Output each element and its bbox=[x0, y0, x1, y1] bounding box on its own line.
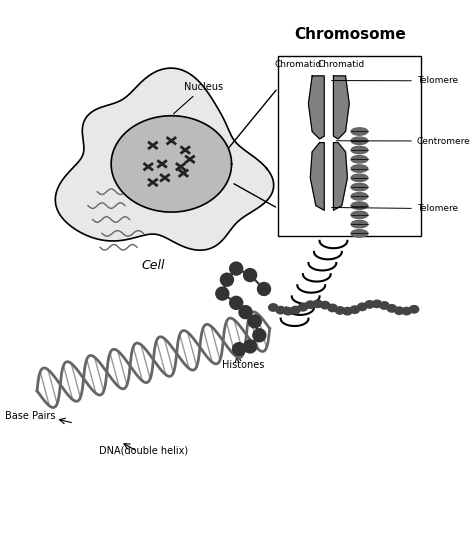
Ellipse shape bbox=[351, 183, 368, 191]
Ellipse shape bbox=[321, 301, 330, 309]
Ellipse shape bbox=[351, 146, 368, 153]
Ellipse shape bbox=[328, 304, 337, 312]
Text: Telomere: Telomere bbox=[332, 76, 458, 86]
Polygon shape bbox=[55, 68, 274, 250]
Bar bbox=[278, 56, 421, 236]
Ellipse shape bbox=[335, 307, 345, 314]
Ellipse shape bbox=[298, 304, 307, 311]
Ellipse shape bbox=[351, 193, 368, 200]
Text: Chromosome: Chromosome bbox=[294, 27, 405, 42]
Ellipse shape bbox=[351, 137, 368, 145]
Polygon shape bbox=[333, 76, 349, 139]
Ellipse shape bbox=[410, 306, 419, 313]
Circle shape bbox=[257, 283, 271, 295]
Ellipse shape bbox=[313, 300, 323, 307]
Text: Histones: Histones bbox=[222, 360, 265, 370]
Ellipse shape bbox=[372, 300, 382, 307]
Circle shape bbox=[244, 340, 256, 353]
Ellipse shape bbox=[351, 174, 368, 182]
Text: Nucleus: Nucleus bbox=[174, 82, 223, 114]
Ellipse shape bbox=[350, 306, 359, 314]
Ellipse shape bbox=[402, 307, 412, 315]
Ellipse shape bbox=[351, 156, 368, 163]
Polygon shape bbox=[310, 142, 324, 210]
Circle shape bbox=[239, 306, 252, 319]
Ellipse shape bbox=[358, 303, 367, 311]
Ellipse shape bbox=[387, 305, 396, 312]
Text: Chromatid: Chromatid bbox=[317, 60, 365, 68]
Circle shape bbox=[230, 262, 243, 275]
Ellipse shape bbox=[291, 306, 300, 314]
Polygon shape bbox=[308, 76, 324, 139]
Circle shape bbox=[253, 329, 266, 342]
Ellipse shape bbox=[351, 202, 368, 209]
Ellipse shape bbox=[351, 128, 368, 135]
Circle shape bbox=[248, 315, 261, 328]
Text: Chromatid: Chromatid bbox=[275, 60, 322, 68]
Text: Base Pairs: Base Pairs bbox=[5, 411, 55, 421]
Text: Centromere: Centromere bbox=[336, 136, 471, 146]
Circle shape bbox=[233, 343, 245, 355]
Ellipse shape bbox=[351, 230, 368, 237]
Ellipse shape bbox=[276, 306, 285, 314]
Ellipse shape bbox=[394, 307, 404, 315]
Ellipse shape bbox=[306, 301, 315, 309]
Ellipse shape bbox=[351, 165, 368, 172]
Ellipse shape bbox=[380, 302, 389, 309]
Polygon shape bbox=[111, 116, 232, 212]
Ellipse shape bbox=[269, 304, 278, 311]
Ellipse shape bbox=[351, 211, 368, 219]
Text: DNA(double helix): DNA(double helix) bbox=[99, 446, 188, 456]
Ellipse shape bbox=[351, 220, 368, 228]
Circle shape bbox=[220, 273, 234, 286]
Ellipse shape bbox=[283, 307, 293, 315]
Circle shape bbox=[216, 287, 229, 300]
Ellipse shape bbox=[343, 307, 352, 315]
Circle shape bbox=[230, 296, 243, 309]
Text: Cell: Cell bbox=[141, 258, 165, 272]
Circle shape bbox=[244, 269, 256, 282]
Polygon shape bbox=[333, 142, 347, 210]
Ellipse shape bbox=[365, 301, 374, 308]
Text: Telomere: Telomere bbox=[332, 204, 458, 213]
